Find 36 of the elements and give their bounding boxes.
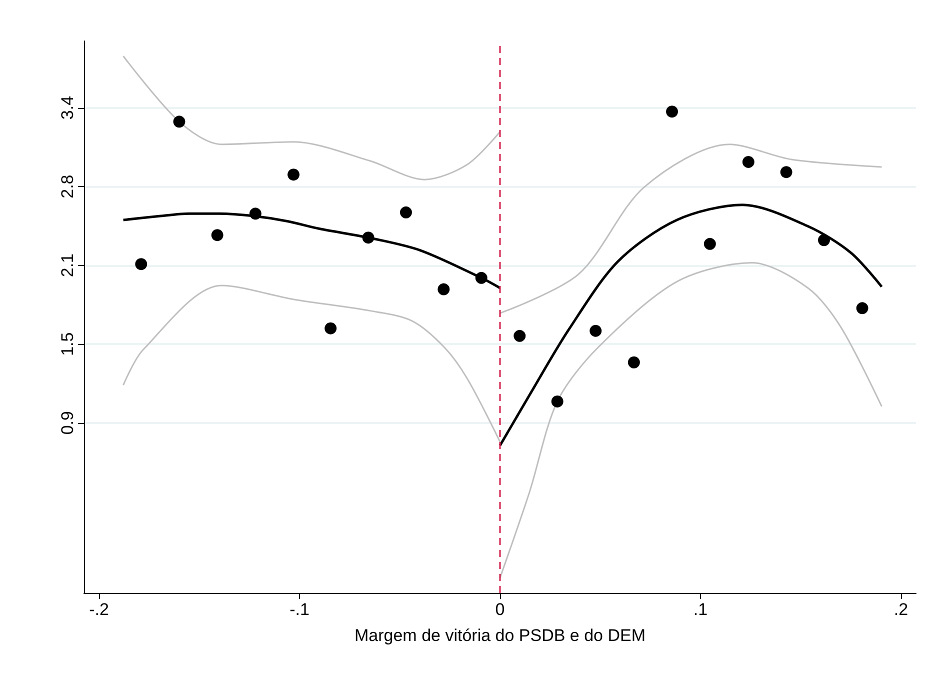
x-axis-title: Margem de vitória do PSDB e do DEM (354, 626, 646, 645)
point (514, 330, 526, 342)
point (475, 272, 488, 284)
point (438, 283, 450, 296)
x-tick-label: .2 (894, 600, 908, 619)
line-series (499, 262, 882, 579)
x-tick-label: -.1 (290, 600, 310, 619)
point (856, 302, 868, 314)
point (324, 322, 337, 334)
point (173, 116, 186, 128)
y-tick-label: 1.5 (58, 332, 77, 356)
point (400, 206, 412, 218)
line-series (498, 204, 883, 447)
point (551, 395, 564, 408)
y-tick-label: 0.9 (58, 411, 77, 435)
y-tick-label: 2.1 (58, 254, 77, 278)
point (249, 208, 262, 220)
x-tick-label: -.2 (89, 600, 109, 619)
point (704, 238, 716, 250)
point (135, 258, 148, 270)
point (780, 166, 792, 178)
point (362, 232, 374, 244)
line-series (499, 144, 882, 314)
y-tick-label: 3.4 (58, 96, 77, 120)
point (628, 356, 640, 368)
x-tick-label: 0 (495, 600, 505, 619)
point (211, 229, 224, 242)
point (666, 106, 678, 118)
line-series (122, 55, 501, 180)
point (742, 156, 754, 168)
y-tick-label: 2.8 (58, 174, 77, 198)
x-tick-label: .1 (693, 600, 708, 619)
line-series (122, 284, 501, 443)
point (818, 234, 830, 246)
point (288, 168, 300, 181)
point (590, 324, 602, 337)
